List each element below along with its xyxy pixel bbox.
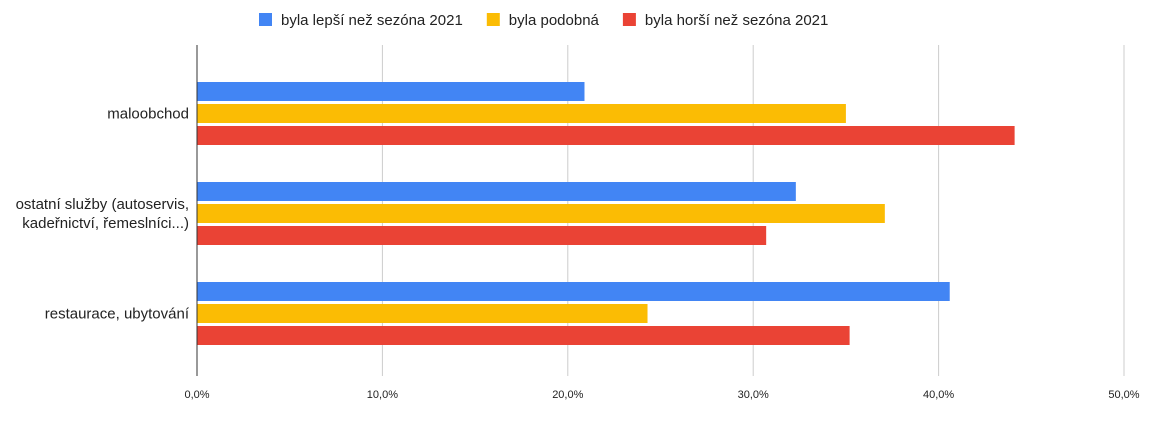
- bar: [197, 282, 950, 301]
- x-tick-label: 50,0%: [1108, 389, 1139, 401]
- x-tick-label: 30,0%: [738, 389, 769, 401]
- x-tick-labels: 0,0% 10,0% 20,0% 30,0% 40,0% 50,0%: [184, 389, 1139, 401]
- category-label: ostatní služby (autoservis,: [16, 196, 189, 213]
- bar: [197, 182, 796, 201]
- legend-swatch: [259, 13, 272, 26]
- x-tick-label: 0,0%: [184, 389, 209, 401]
- bar: [197, 126, 1015, 145]
- category-label: restaurace, ubytování: [45, 306, 190, 323]
- bar: [197, 82, 585, 101]
- category-label: maloobchod: [107, 106, 189, 123]
- legend-swatch: [622, 13, 636, 26]
- bar: [197, 304, 648, 323]
- x-tick-label: 40,0%: [923, 389, 954, 401]
- bar: [197, 326, 850, 345]
- bar: [197, 204, 885, 223]
- bar: [197, 226, 767, 245]
- category-label: kadeřnictví, řemeslníci...): [22, 215, 189, 232]
- legend-label: byla podobná: [509, 12, 600, 29]
- x-tick-label: 20,0%: [552, 389, 583, 401]
- bars: [197, 82, 1015, 345]
- legend: byla lepší než sezóna 2021 byla podobná by…: [259, 12, 828, 29]
- legend-label: byla horší než sezóna 2021: [645, 12, 828, 29]
- legend-label: byla lepší než sezóna 2021: [281, 12, 463, 29]
- category-labels: maloobchod ostatní služby (autoservis, kad…: [16, 106, 190, 323]
- bar: [197, 104, 846, 123]
- legend-swatch: [486, 13, 500, 26]
- x-tick-label: 10,0%: [367, 389, 398, 401]
